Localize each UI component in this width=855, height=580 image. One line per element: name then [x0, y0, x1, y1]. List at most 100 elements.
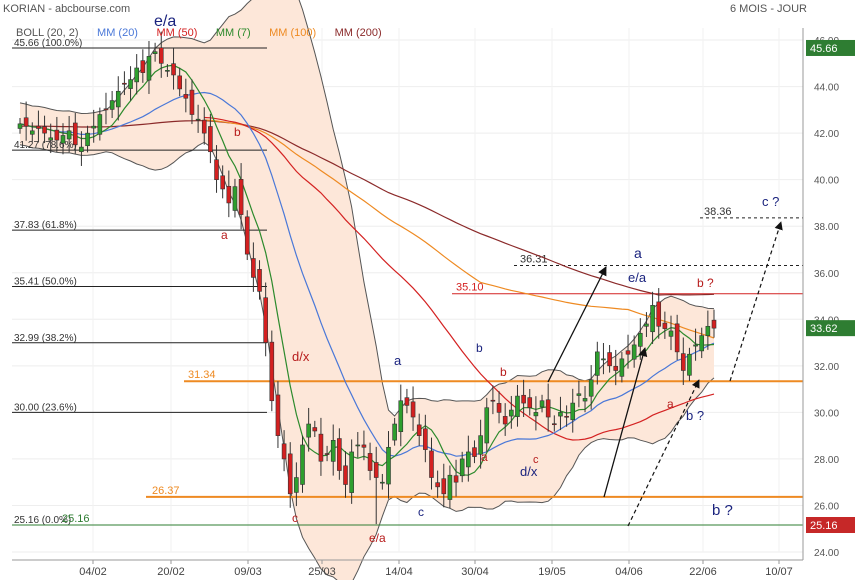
candle — [263, 297, 268, 343]
legend-mm200: MM (200) — [334, 27, 382, 39]
candle — [257, 269, 262, 292]
wave-arrow — [547, 266, 607, 383]
candle — [220, 175, 225, 190]
wave-label: b ? — [712, 502, 733, 519]
candle — [251, 258, 256, 278]
date-tick: 10/07 — [765, 566, 793, 578]
price-tick: 38.00 — [814, 222, 839, 233]
candle — [238, 179, 244, 215]
wave-arrows — [547, 221, 783, 527]
candle — [588, 379, 594, 397]
candle — [533, 412, 539, 417]
target-label-36: 36.31 — [520, 254, 548, 266]
candle — [109, 100, 115, 110]
price-tick: 36.00 — [814, 269, 839, 280]
candle — [373, 462, 379, 478]
candle — [398, 400, 404, 432]
candle — [232, 186, 238, 211]
low-price-label: 25.16 — [810, 520, 838, 532]
candle — [140, 60, 146, 73]
last-close-box — [806, 320, 855, 337]
candle — [545, 399, 551, 418]
wave-label: b ? — [697, 276, 714, 290]
candle — [638, 332, 643, 347]
legend-mm7: MM (7) — [215, 27, 251, 39]
candle — [453, 475, 459, 483]
fib-label: 25.16 (0.0%) — [14, 515, 71, 526]
candle — [668, 330, 674, 337]
candle — [625, 350, 631, 355]
candle — [367, 453, 373, 471]
candle — [423, 428, 428, 450]
candle — [152, 51, 158, 54]
candle — [472, 447, 477, 457]
fib-label: 45.66 (100.0%) — [14, 38, 82, 49]
last-close-label: 33.62 — [810, 323, 838, 335]
candle — [134, 67, 139, 83]
wave-label: d/x — [292, 349, 310, 364]
candle — [337, 438, 342, 471]
candle — [502, 416, 508, 425]
mm200-line — [19, 120, 715, 296]
projection-arrow — [729, 221, 783, 382]
date-tick: 14/04 — [385, 566, 413, 578]
candle — [97, 114, 103, 135]
support-label-31: 31.34 — [188, 369, 216, 381]
legend-mm50: MM (50) — [156, 27, 198, 39]
wave-label: a — [634, 245, 642, 261]
support-label-26: 26.37 — [152, 485, 180, 497]
date-tick: 20/02 — [157, 566, 185, 578]
candle — [275, 394, 281, 436]
resistance-label-35: 35.10 — [456, 282, 484, 294]
candle — [521, 394, 526, 404]
wave-label: e/a — [369, 531, 386, 545]
candle — [226, 185, 232, 204]
candle — [42, 126, 47, 134]
candle — [60, 135, 66, 144]
wave-arrow — [603, 347, 648, 498]
low-level-label: 25.16 — [62, 513, 90, 525]
candle — [380, 481, 385, 484]
candle — [466, 451, 471, 468]
candle — [441, 478, 447, 495]
wave-label: d/x — [520, 464, 538, 479]
candle — [29, 130, 35, 135]
fib-label: 32.99 (38.2%) — [14, 333, 77, 344]
candle — [404, 397, 410, 406]
bollinger-fill — [20, 0, 714, 580]
candle — [416, 424, 422, 436]
date-tick: 04/06 — [615, 566, 643, 578]
candle — [552, 423, 557, 426]
wave-label: b — [476, 341, 483, 355]
price-tick: 40.00 — [814, 176, 839, 187]
candle — [687, 353, 692, 376]
candle — [294, 477, 299, 493]
candle — [17, 123, 23, 129]
candle — [128, 79, 133, 89]
date-tick: 25/03 — [308, 566, 336, 578]
candle — [343, 465, 348, 485]
price-tick: 30.00 — [814, 408, 839, 419]
wave-label: a — [221, 228, 228, 242]
candle — [527, 397, 533, 409]
chart-title: KORIAN - abcbourse.com — [3, 3, 131, 15]
wave-label: c ? — [762, 194, 779, 209]
candle — [72, 122, 78, 146]
wave-label: c — [292, 511, 298, 525]
candle — [214, 159, 219, 180]
candle — [392, 423, 397, 441]
candle — [656, 301, 662, 327]
candle — [490, 399, 496, 402]
price-tick: 44.00 — [814, 83, 839, 94]
projection-arrow — [627, 379, 700, 527]
candle — [539, 400, 545, 408]
candle — [386, 446, 391, 485]
candle — [165, 70, 170, 72]
candle — [208, 126, 213, 153]
date-tick: 30/04 — [461, 566, 489, 578]
last-price-box — [806, 39, 855, 56]
candle — [601, 358, 606, 361]
candle — [85, 132, 90, 147]
candle — [183, 94, 189, 99]
